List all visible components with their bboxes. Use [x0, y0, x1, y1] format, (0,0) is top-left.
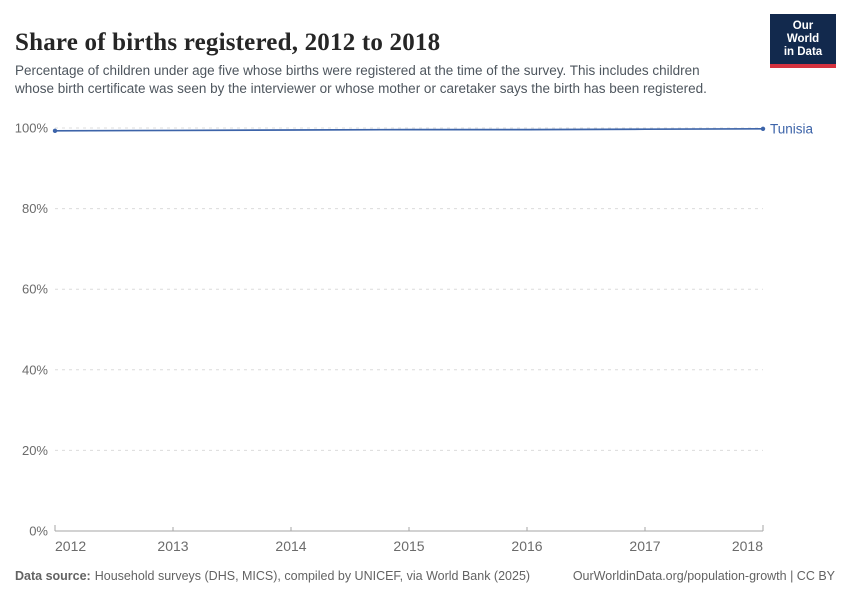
x-axis-tick-label: 2018	[732, 538, 763, 554]
x-axis-tick-label: 2016	[511, 538, 542, 554]
data-line	[54, 127, 764, 132]
chart-subtitle: Percentage of children under age five wh…	[15, 62, 707, 97]
owid-logo-line1: Our World	[786, 20, 820, 45]
y-axis-tick-label: 0%	[29, 524, 48, 539]
y-axis-tick-label: 80%	[22, 201, 48, 216]
y-axis-tick-label: 40%	[22, 362, 48, 377]
page-title: Share of births registered, 2012 to 2018	[15, 28, 441, 56]
owid-logo[interactable]: Our World in Data	[770, 14, 836, 68]
data-point-dot	[52, 128, 58, 134]
y-axis-tick-label: 100%	[15, 121, 49, 136]
y-axis-tick-label: 60%	[22, 282, 48, 297]
x-axis-tick-label: 2013	[157, 538, 188, 554]
chart-footer: Data source: Household surveys (DHS, MICS…	[15, 569, 835, 583]
data-source-text: Household surveys (DHS, MICS), compiled …	[94, 569, 531, 583]
series-label[interactable]: Tunisia	[770, 121, 814, 136]
data-source-label: Data source:	[15, 569, 91, 583]
owid-logo-line2: in Data	[783, 46, 823, 58]
x-axis-tick-label: 2012	[55, 538, 86, 554]
data-point-dot	[760, 126, 766, 132]
x-axis-tick-label: 2017	[629, 538, 660, 554]
owid-license-link[interactable]: OurWorldinData.org/population-growth | C…	[572, 569, 835, 583]
data-source-note: Data source: Household surveys (DHS, MICS…	[15, 569, 530, 583]
x-axis-tick-label: 2015	[393, 538, 424, 554]
y-axis-tick-label: 20%	[22, 443, 48, 458]
x-axis-tick-label: 2014	[275, 538, 306, 554]
